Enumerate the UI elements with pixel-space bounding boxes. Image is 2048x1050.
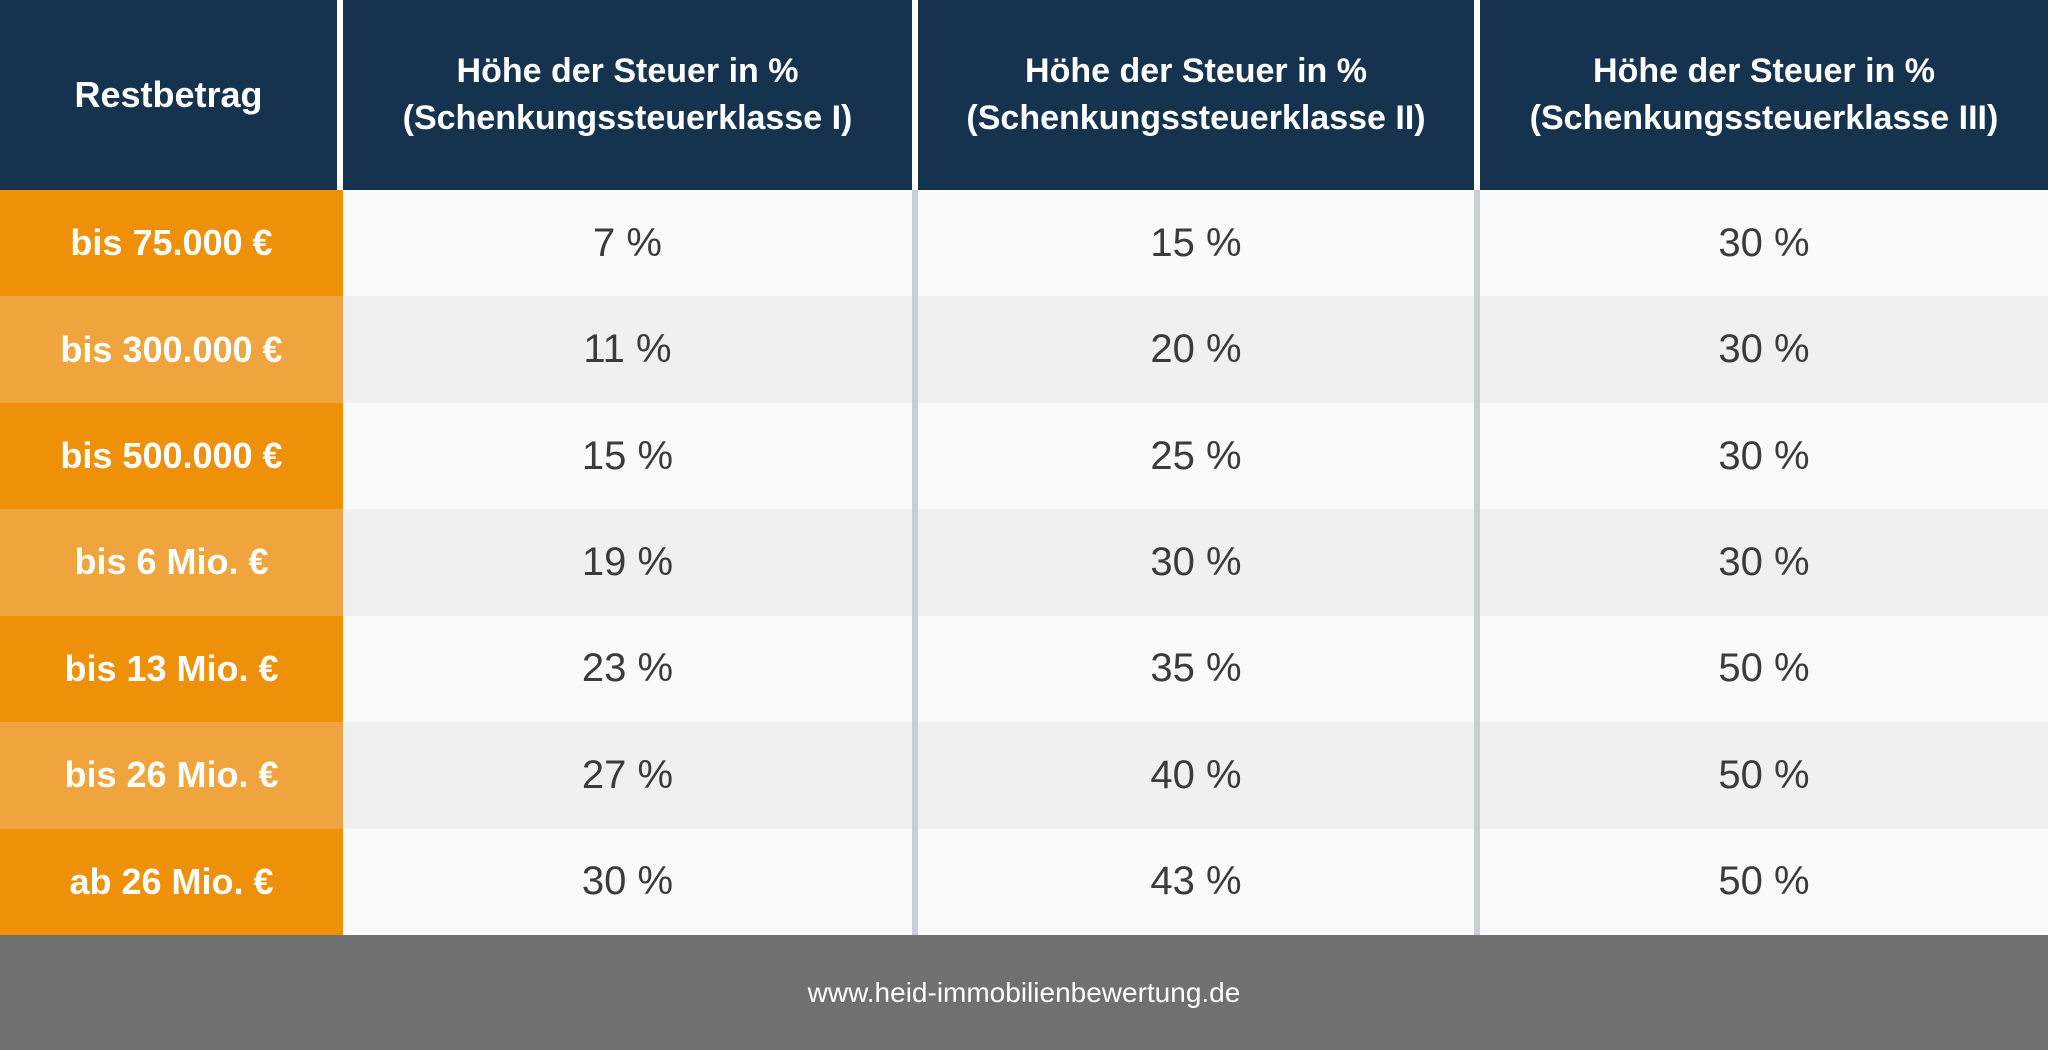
row-label-cell: bis 500.000 €	[0, 402, 343, 510]
header-cell-steuerklasse-3: Höhe der Steuer in % (Schenkungssteuerkl…	[1480, 0, 2048, 190]
column-separator	[912, 190, 918, 297]
row-label-cell: bis 300.000 €	[0, 296, 343, 403]
column-separator	[912, 722, 918, 829]
header-klasse2-line1: Höhe der Steuer in %	[1025, 52, 1367, 91]
rate-cell-klasse1: 23 %	[343, 615, 912, 723]
table-body: bis 75.000 € 7 % 15 % 30 % bis 300.000 €…	[0, 190, 2048, 935]
header-klasse1-line2: (Schenkungssteuerklasse I)	[402, 99, 853, 137]
row-label-cell: bis 6 Mio. €	[0, 509, 343, 616]
header-klasse3-line1: Höhe der Steuer in %	[1593, 52, 1935, 91]
rate-cell-klasse2: 15 %	[918, 190, 1474, 297]
rate-cell-klasse3: 50 %	[1480, 828, 2048, 935]
footer-url: www.heid-immobilienbewertung.de	[807, 976, 1241, 1008]
column-separator	[912, 615, 918, 723]
rate-cell-klasse1: 30 %	[343, 828, 912, 935]
header-cell-restbetrag: Restbetrag	[0, 0, 343, 190]
rate-cell-klasse2: 43 %	[918, 828, 1474, 935]
column-separator	[1474, 190, 1480, 297]
rate-cell-klasse2: 30 %	[918, 509, 1474, 616]
rate-cell-klasse3: 50 %	[1480, 722, 2048, 829]
header-klasse3-line2: (Schenkungssteuerklasse III)	[1529, 99, 1999, 137]
rate-cell-klasse1: 15 %	[343, 402, 912, 510]
rate-cell-klasse1: 19 %	[343, 509, 912, 616]
column-separator	[1474, 722, 1480, 829]
column-separator	[1474, 296, 1480, 403]
rate-cell-klasse1: 7 %	[343, 190, 912, 297]
column-separator	[1474, 402, 1480, 510]
column-separator	[1474, 828, 1480, 935]
row-label-cell: bis 75.000 €	[0, 190, 343, 297]
header-klasse1-line1: Höhe der Steuer in %	[456, 52, 799, 91]
footer-bar: www.heid-immobilienbewertung.de	[0, 935, 2048, 1050]
column-separator	[1474, 509, 1480, 616]
rate-cell-klasse2: 20 %	[918, 296, 1474, 403]
row-label-cell: bis 13 Mio. €	[0, 615, 343, 723]
row-label-cell: bis 26 Mio. €	[0, 722, 343, 829]
header-restbetrag-label: Restbetrag	[74, 74, 263, 116]
table-header: Restbetrag Höhe der Steuer in % (Schenku…	[0, 0, 2048, 190]
column-separator	[912, 828, 918, 935]
row-label-cell: ab 26 Mio. €	[0, 828, 343, 935]
column-separator	[1474, 615, 1480, 723]
rate-cell-klasse2: 25 %	[918, 402, 1474, 510]
header-cell-steuerklasse-2: Höhe der Steuer in % (Schenkungssteuerkl…	[918, 0, 1474, 190]
column-separator	[912, 402, 918, 510]
header-klasse2-line2: (Schenkungssteuerklasse II)	[966, 99, 1426, 137]
rate-cell-klasse3: 30 %	[1480, 190, 2048, 297]
header-column-separator	[1474, 0, 1480, 190]
rate-cell-klasse3: 30 %	[1480, 402, 2048, 510]
header-column-separator	[912, 0, 918, 190]
rate-cell-klasse3: 50 %	[1480, 615, 2048, 723]
column-separator	[912, 296, 918, 403]
rate-cell-klasse3: 30 %	[1480, 296, 2048, 403]
rate-cell-klasse2: 40 %	[918, 722, 1474, 829]
rate-cell-klasse2: 35 %	[918, 615, 1474, 723]
header-cell-steuerklasse-1: Höhe der Steuer in % (Schenkungssteuerkl…	[343, 0, 912, 190]
column-separator	[912, 509, 918, 616]
rate-cell-klasse3: 30 %	[1480, 509, 2048, 616]
rate-cell-klasse1: 27 %	[343, 722, 912, 829]
rate-cell-klasse1: 11 %	[343, 296, 912, 403]
